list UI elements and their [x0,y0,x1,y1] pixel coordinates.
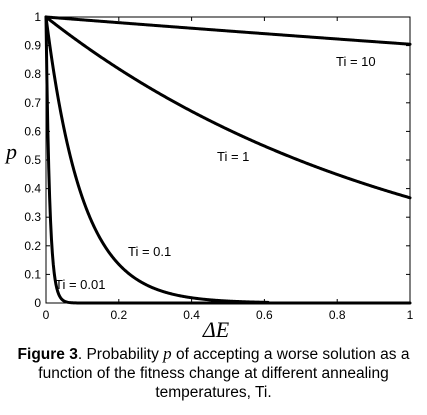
caption-text-1: . Probability [77,346,164,363]
series-line-1 [44,15,412,200]
x-axis-title: ΔE [202,317,230,342]
y-tick-label: 0.8 [24,67,41,81]
x-tick-label: 0.4 [183,308,200,322]
x-tick-label: 1 [407,308,414,322]
x-tick-label: 0.2 [110,308,127,322]
chart: 0 0.2 0.4 0.6 0.8 1 0 0.1 0.2 0.3 0.4 0.5 0.6 0.7 0.8 0… [4,10,414,342]
y-axis-title: p [4,139,17,164]
plot-area: 0 0.2 0.4 0.6 0.8 1 0 0.1 0.2 0.3 0.4 0.5 0.6 0.7 0.8 0… [24,10,413,322]
x-tick-label: 0 [43,308,50,322]
caption-text-2: of accepting a worse solution as a funct… [38,346,410,401]
x-tick-label: 0.8 [329,308,346,322]
y-tick-label: 0.6 [24,124,41,138]
y-tick-label: 0.1 [24,267,41,281]
y-tick-label: 0.4 [24,182,41,196]
y-tick-label: 0.9 [24,39,41,53]
y-tick-label: 0.5 [24,153,41,167]
x-tick-label: 0.6 [256,308,273,322]
caption-label: Figure 3 [17,346,78,363]
y-tick-label: 0.2 [24,239,41,253]
label-ti-0-01: Ti = 0.01 [55,277,105,292]
series-line-3 [44,15,412,305]
label-ti-1: Ti = 1 [217,149,249,164]
caption-variable: p [163,344,172,363]
y-tick-label: 0.3 [24,210,41,224]
series-line-2 [44,15,270,304]
y-tick-label: 0 [34,296,41,310]
y-tick-label: 1 [34,10,41,24]
series-line-0 [44,15,412,46]
label-ti-0-1: Ti = 0.1 [128,244,171,259]
label-ti-10: Ti = 10 [336,54,376,69]
y-tick-label: 0.7 [24,96,41,110]
figure-caption: Figure 3. Probability p of accepting a w… [0,344,427,402]
